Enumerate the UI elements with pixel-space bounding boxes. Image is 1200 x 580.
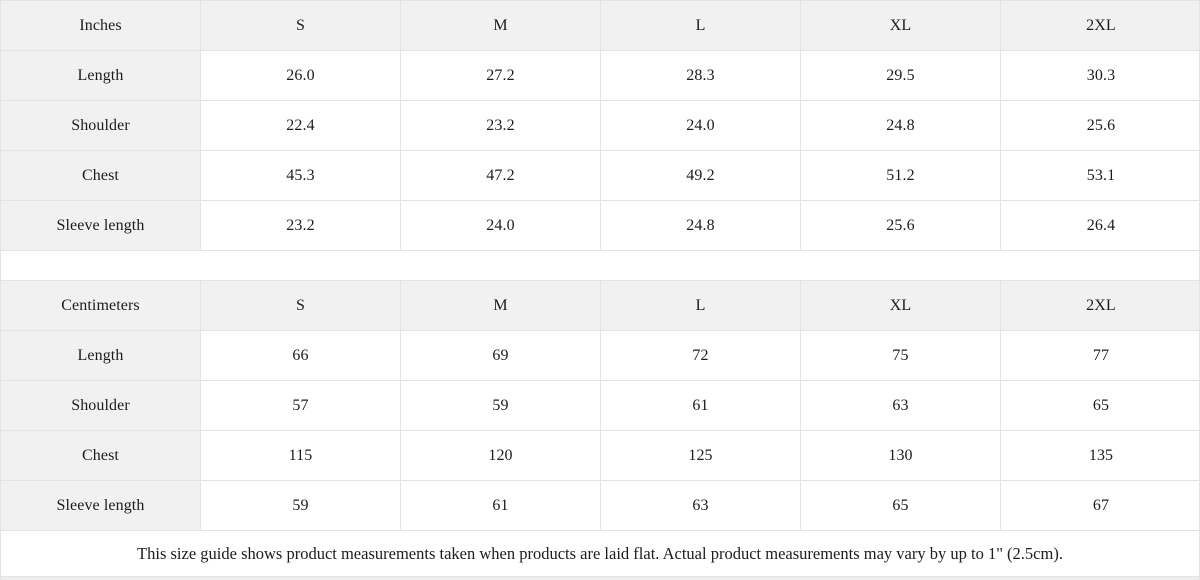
table-row-shoulder: Shoulder 22.4 23.2 24.0 24.8 25.6 — [1, 101, 1199, 151]
row-label-cell: Shoulder — [1, 381, 201, 430]
centimeters-header-row: Centimeters S M L XL 2XL — [1, 281, 1199, 331]
row-label-cell: Chest — [1, 151, 201, 200]
table-row-shoulder: Shoulder 57 59 61 63 65 — [1, 381, 1199, 431]
row-label-cell: Length — [1, 331, 201, 380]
value-cell: 69 — [401, 331, 601, 380]
row-label-cell: Chest — [1, 431, 201, 480]
value-cell: 63 — [601, 481, 801, 530]
value-cell: 120 — [401, 431, 601, 480]
value-cell: 47.2 — [401, 151, 601, 200]
value-cell: 125 — [601, 431, 801, 480]
size-table-centimeters: Centimeters S M L XL 2XL Length 66 69 72… — [1, 281, 1199, 531]
table-row-sleeve-length: Sleeve length 59 61 63 65 67 — [1, 481, 1199, 531]
value-cell: 23.2 — [401, 101, 601, 150]
value-cell: 26.4 — [1086, 216, 1116, 234]
value-cell: 29.5 — [801, 51, 1001, 100]
size-header-cell-s: S — [201, 1, 401, 50]
footer-note: This size guide shows product measuremen… — [1, 531, 1199, 577]
value-cell: 65 — [801, 481, 1001, 530]
row-label-cell: Sleeve length — [1, 201, 201, 250]
value-cell: 22.4 — [201, 101, 401, 150]
value-cell: 24.8 — [801, 101, 1001, 150]
table-row-chest: Chest 45.3 47.2 49.2 51.2 53.1 — [1, 151, 1199, 201]
size-table-inches: Inches S M L XL 2XL Length 26.0 27.2 28.… — [1, 1, 1199, 251]
value-cell: 23.2 — [201, 201, 401, 250]
value-cell: 30.3 — [1086, 66, 1116, 84]
value-cell: 59 — [401, 381, 601, 430]
value-cell: 63 — [801, 381, 1001, 430]
value-cell: 61 — [601, 381, 801, 430]
size-header-cell-2xl: 2XL — [1001, 281, 1199, 330]
row-label-cell: Length — [1, 51, 201, 100]
value-cell: 66 — [201, 331, 401, 380]
value-cell: 53.1 — [1086, 166, 1116, 184]
value-cell: 49.2 — [601, 151, 801, 200]
size-header-cell-s: S — [201, 281, 401, 330]
table-row-sleeve-length: Sleeve length 23.2 24.0 24.8 25.6 26.4 — [1, 201, 1199, 251]
inches-header-row: Inches S M L XL 2XL — [1, 1, 1199, 51]
value-cell: 115 — [201, 431, 401, 480]
row-label-cell: Sleeve length — [1, 481, 201, 530]
value-cell: 61 — [401, 481, 601, 530]
value-cell: 27.2 — [401, 51, 601, 100]
value-cell: 67 — [1092, 496, 1110, 514]
table-row-length: Length 66 69 72 75 77 — [1, 331, 1199, 381]
value-cell: 26.0 — [201, 51, 401, 100]
size-header-cell-2xl: 2XL — [1001, 1, 1199, 50]
spacer-row — [1, 251, 1199, 281]
value-cell: 24.0 — [401, 201, 601, 250]
value-cell: 45.3 — [201, 151, 401, 200]
size-header-cell-l: L — [601, 1, 801, 50]
value-cell: 130 — [801, 431, 1001, 480]
unit-header-cell: Inches — [1, 1, 201, 50]
value-cell: 24.8 — [601, 201, 801, 250]
value-cell: 59 — [201, 481, 401, 530]
value-cell: 51.2 — [801, 151, 1001, 200]
value-cell: 25.6 — [1086, 116, 1116, 134]
value-cell: 25.6 — [801, 201, 1001, 250]
value-cell: 24.0 — [601, 101, 801, 150]
value-cell: 135 — [1088, 446, 1114, 464]
value-cell: 72 — [601, 331, 801, 380]
value-cell: 28.3 — [601, 51, 801, 100]
unit-header-cell: Centimeters — [1, 281, 201, 330]
size-header-cell-m: M — [401, 1, 601, 50]
value-cell: 57 — [201, 381, 401, 430]
value-cell: 75 — [801, 331, 1001, 380]
row-label-cell: Shoulder — [1, 101, 201, 150]
value-cell: 65 — [1092, 396, 1110, 414]
size-header-cell-l: L — [601, 281, 801, 330]
table-row-length: Length 26.0 27.2 28.3 29.5 30.3 — [1, 51, 1199, 101]
value-cell: 77 — [1092, 346, 1110, 364]
size-header-cell-xl: XL — [801, 281, 1001, 330]
bottom-strip — [1, 577, 1199, 580]
size-header-cell-m: M — [401, 281, 601, 330]
table-row-chest: Chest 115 120 125 130 135 — [1, 431, 1199, 481]
size-header-cell-xl: XL — [801, 1, 1001, 50]
